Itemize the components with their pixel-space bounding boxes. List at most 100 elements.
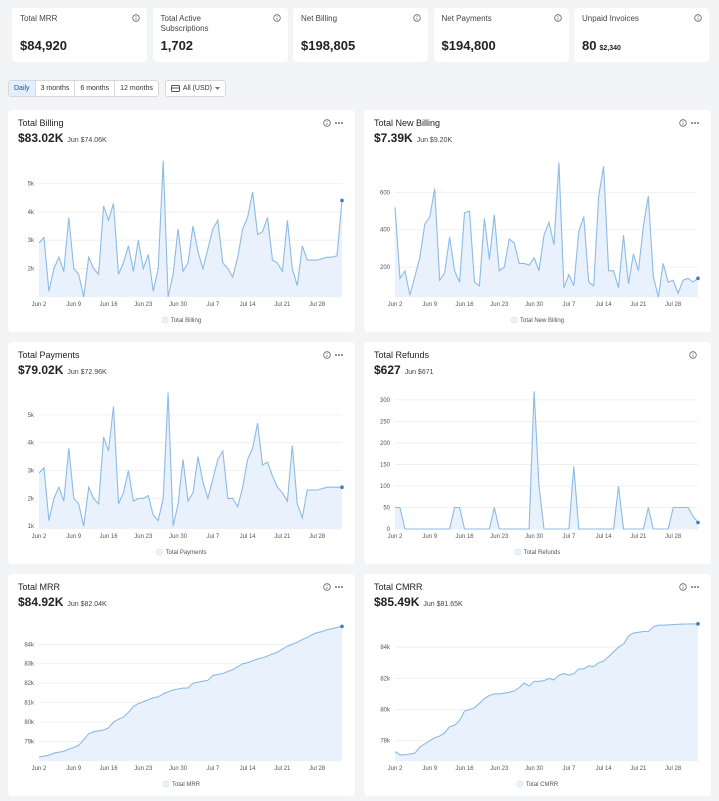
period-button[interactable]: 12 months — [120, 85, 153, 92]
info-icon — [323, 351, 331, 359]
x-tick-label: Jul 21 — [630, 302, 647, 308]
x-tick-label: Jul 21 — [630, 534, 647, 540]
kpi-sub: $2,340 — [599, 45, 621, 52]
currency-icon — [170, 85, 180, 92]
menu-dot — [335, 122, 337, 124]
chart-title: Total CMRR — [374, 582, 423, 592]
chart-subtitle: Jun $9.20K — [417, 137, 453, 144]
x-tick-label: Jun 30 — [169, 766, 188, 772]
x-tick-label: Jul 14 — [596, 302, 613, 308]
y-tick-label: 3k — [28, 238, 35, 244]
legend-label: Total CMRR — [526, 782, 559, 788]
y-tick-label: 400 — [380, 228, 391, 234]
x-tick-label: Jul 14 — [240, 534, 257, 540]
info-circle — [323, 583, 331, 591]
info-icon — [553, 14, 562, 22]
caret — [215, 86, 221, 90]
x-tick-label: Jun 9 — [422, 302, 437, 308]
info-dot — [326, 585, 328, 586]
kpi-label: Total Active Subscriptions — [160, 14, 209, 33]
x-tick-label: Jun 30 — [169, 302, 188, 308]
chart-card: Total CMRR $85.49K Jun $81.65K 78k 80k 82k 84k… — [364, 574, 711, 796]
kpi-value: 80 $2,340 — [582, 38, 621, 53]
menu-dot — [694, 122, 696, 124]
chart: Total Refunds $627 Jun $671 0 50 100 150 200 250… — [374, 350, 700, 556]
kpi-label: Total MRR — [20, 14, 58, 23]
line — [38, 625, 343, 758]
kpi-number: $194,800 — [441, 38, 496, 53]
period-button[interactable]: 6 months — [75, 81, 116, 96]
chart: Total Payments $79.02K Jun $72.96K 1k 2k 3k 4k… — [18, 350, 344, 556]
legend-label: Total New Billing — [520, 318, 564, 324]
legend-swatch — [510, 316, 518, 324]
x-tick-label: Jul 28 — [665, 534, 682, 540]
chart-title: Total Refunds — [374, 350, 430, 360]
y-tick-label: 200 — [380, 441, 391, 447]
last-point — [696, 622, 700, 626]
chart-title: Total Payments — [18, 350, 80, 360]
info — [694, 14, 702, 22]
x-tick-label: Jul 7 — [563, 534, 576, 540]
kpi-number: $198,805 — [301, 38, 356, 53]
kpi-value: $84,920 — [20, 38, 67, 53]
x-tick-label: Jul 21 — [274, 766, 291, 772]
info-circle — [272, 14, 281, 22]
y-tick-label: 600 — [380, 190, 391, 196]
menu-dot — [341, 122, 343, 124]
info-dot — [416, 16, 418, 17]
kpi-card: Net Billing $198,805 — [293, 8, 428, 62]
info — [553, 14, 562, 22]
info-dot — [276, 16, 277, 17]
kpi-card: Unpaid Invoices 80 $2,340 — [574, 8, 709, 62]
x-tick-label: Jun 30 — [525, 302, 544, 308]
x-tick-label: Jul 28 — [309, 766, 326, 772]
info-dot — [326, 353, 328, 354]
x-tick-label: Jun 16 — [100, 534, 119, 540]
x-tick-label: Jun 23 — [490, 766, 509, 772]
x-tick-label: Jun 2 — [32, 766, 47, 772]
y-tick-label: 200 — [380, 265, 391, 271]
x-tick-label: Jun 2 — [32, 302, 47, 308]
x-tick-label: Jul 14 — [596, 534, 613, 540]
y-tick-label: 1k — [28, 524, 35, 530]
x-tick-label: Jul 21 — [274, 302, 291, 308]
kpi-label: Net Billing — [301, 14, 338, 23]
x-tick-label: Jun 30 — [525, 766, 544, 772]
x-tick-label: Jun 16 — [456, 302, 475, 308]
last-point — [696, 276, 700, 281]
chart-value: $83.02K — [18, 131, 64, 145]
period-button[interactable]: Daily — [9, 81, 36, 96]
y-tick-label: 2k — [28, 496, 35, 502]
chart-subtitle: Jun $74.06K — [67, 137, 107, 144]
y-tick-label: 300 — [380, 398, 391, 404]
x-tick-label: Jun 30 — [169, 534, 188, 540]
legend-swatch — [161, 316, 169, 324]
info-icon — [679, 119, 687, 127]
chart-card: Total Refunds $627 Jun $671 0 50 100 150 200 250… — [364, 342, 711, 564]
y-tick-label: 82k — [380, 676, 391, 682]
menu-dot — [697, 122, 699, 124]
line — [395, 391, 699, 530]
kpi-value: $194,800 — [442, 38, 496, 53]
info-circle — [132, 14, 140, 22]
kpi-label: Unpaid Invoices — [582, 14, 639, 23]
currency-dropdown[interactable]: All (USD) — [164, 80, 227, 97]
info-circle — [553, 14, 562, 22]
y-tick-label: 150 — [380, 462, 391, 468]
period-button[interactable]: 3 months — [36, 81, 76, 96]
chart-value: $85.49K — [374, 595, 420, 609]
y-tick-label: 79k — [24, 740, 35, 746]
y-tick-label: 100 — [380, 484, 391, 490]
area — [39, 160, 342, 297]
x-tick-label: Jul 28 — [665, 302, 682, 308]
x-tick-label: Jul 28 — [665, 766, 682, 772]
y-tick-label: 5k — [28, 413, 35, 419]
last-point — [696, 520, 700, 525]
y-tick-label: 3k — [28, 469, 35, 475]
x-tick-label: Jun 9 — [422, 534, 437, 540]
menu-dot — [338, 354, 340, 356]
area — [395, 391, 698, 529]
y-tick-label: 250 — [380, 419, 391, 425]
x-tick-label: Jun 23 — [134, 302, 153, 308]
x-tick-label: Jul 7 — [563, 302, 576, 308]
